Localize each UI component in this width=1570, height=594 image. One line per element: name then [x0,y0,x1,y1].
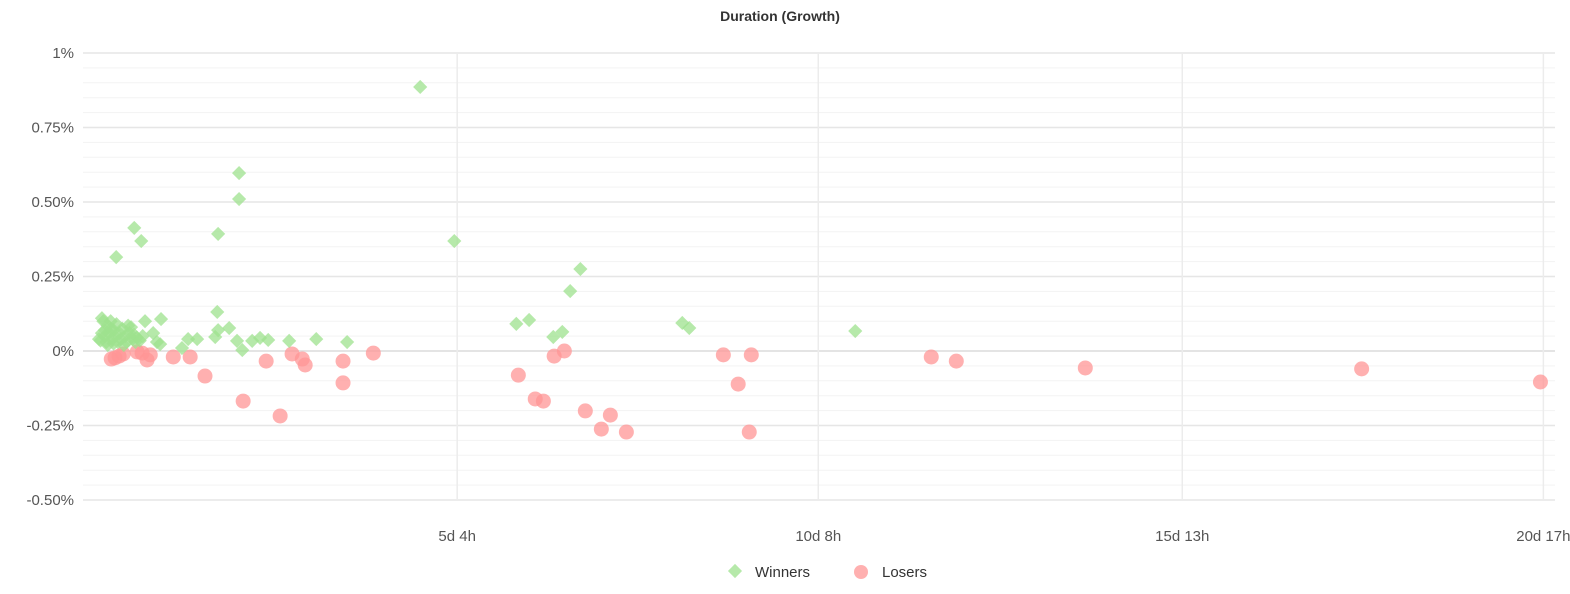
winner-point [413,79,428,95]
loser-point [258,353,274,369]
loser-point [556,343,572,359]
winner-point [153,337,168,352]
y-tick-label: -0.25% [26,418,74,435]
loser-point [618,424,634,440]
loser-point [142,347,158,363]
loser-point [948,353,964,369]
chart-title: Duration (Growth) [720,8,840,24]
legend: Winners Losers [727,563,927,581]
loser-point [741,424,757,440]
winner-point [208,329,223,345]
x-tick-label: 20d 17h [1516,528,1570,545]
winner-point [573,261,588,277]
winner-point [309,332,324,347]
loser-point [923,349,939,365]
winner-point [222,320,237,336]
winner-point [134,233,149,249]
loser-point [602,407,618,423]
winner-point [210,304,225,320]
winner-point [103,321,118,336]
winner-point [447,233,462,249]
winner-point [563,284,578,299]
loser-point [510,367,526,383]
legend-diamond-icon [727,563,743,579]
winner-point [116,337,131,353]
loser-point [272,408,288,424]
winner-point [235,343,250,358]
legend-item-losers[interactable]: Losers [854,564,927,581]
y-tick-label: 1% [52,45,74,62]
winner-point [106,336,121,351]
loser-point [730,376,746,392]
winner-point [232,166,247,181]
legend-item-winners[interactable]: Winners [727,563,810,581]
loser-point [1532,374,1548,390]
winner-point [522,312,537,328]
loser-point [165,349,181,365]
x-tick-label: 15d 13h [1155,528,1209,545]
loser-point [197,368,213,384]
y-tick-label: 0.25% [31,269,74,286]
loser-point [535,393,551,409]
y-tick-label: 0.50% [31,194,74,211]
winner-point [127,220,142,235]
winner-point [190,332,205,347]
loser-point [1354,361,1370,377]
y-axis: 1% 0.75% 0.50% 0.25% 0% -0.25% -0.50% [26,45,74,509]
winner-point [546,329,561,345]
loser-point [577,403,593,419]
winner-point [848,323,863,339]
winner-point [137,314,153,329]
winner-point [211,226,226,241]
loser-point [297,357,313,373]
loser-point [182,349,198,365]
winner-point [261,332,276,348]
winner-point [232,191,247,207]
loser-point [115,346,131,362]
loser-point [1077,360,1093,376]
y-tick-label: -0.50% [26,492,74,509]
loser-point [715,347,731,363]
y-tick-label: 0.75% [31,120,74,137]
loser-point [335,353,351,369]
y-tick-label: 0% [52,343,74,360]
loser-point [365,345,381,361]
loser-point [743,347,759,363]
legend-circle-icon [854,565,868,579]
loser-point [335,375,351,391]
x-tick-label: 5d 4h [438,528,476,545]
grid [83,52,1555,501]
legend-label-losers: Losers [882,564,927,581]
x-axis: 5d 4h 10d 8h 15d 13h 20d 17h [438,528,1570,545]
winner-point [282,333,297,348]
winner-point [682,320,697,336]
legend-label-winners: Winners [755,564,810,581]
winner-point [181,332,196,347]
winner-point [174,340,190,356]
winner-point [135,329,150,344]
x-tick-label: 10d 8h [795,528,841,545]
winner-point [229,333,245,348]
winner-point [509,316,524,331]
loser-point [235,393,251,409]
winner-point [340,334,355,350]
data-points [91,79,1548,440]
loser-point [593,421,609,437]
winner-point [153,312,169,327]
